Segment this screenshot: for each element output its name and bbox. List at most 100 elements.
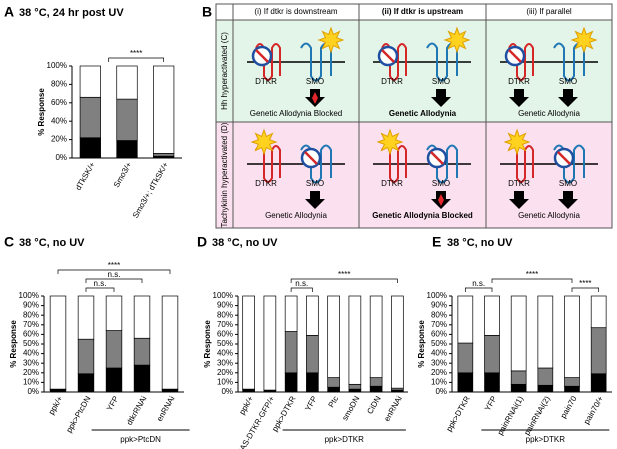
bar-segment bbox=[116, 140, 138, 159]
y-tick-label: 60% bbox=[23, 330, 39, 339]
y-tick-label: 10% bbox=[23, 378, 39, 387]
receptor-label: SMO bbox=[559, 77, 577, 86]
y-tick-label: 80% bbox=[217, 310, 233, 319]
y-tick-label: 100% bbox=[427, 291, 447, 300]
receptor-label: DTKR bbox=[381, 179, 403, 188]
bar-segment bbox=[510, 295, 527, 372]
x-tick-label: dTkSK/+ bbox=[74, 160, 97, 192]
row-bg bbox=[216, 122, 612, 228]
outcome-label: Genetic Allodynia bbox=[518, 109, 580, 118]
outcome-label: Genetic Allodynia bbox=[389, 109, 457, 118]
significance-label: n.s. bbox=[472, 279, 485, 288]
signal-arrow bbox=[558, 191, 578, 209]
activator-burst bbox=[317, 26, 345, 54]
y-axis-label: % Response bbox=[37, 88, 46, 136]
bar-segment bbox=[105, 295, 123, 331]
bar-segment bbox=[79, 96, 101, 139]
significance-label: **** bbox=[579, 279, 591, 288]
y-tick-label: 90% bbox=[217, 301, 233, 310]
panel-letter: D bbox=[197, 234, 207, 250]
dtkr-receptor bbox=[381, 43, 407, 81]
bar-segment bbox=[510, 383, 527, 393]
y-tick-label: 20% bbox=[51, 135, 67, 144]
y-tick-label: 60% bbox=[51, 98, 67, 107]
receptor-label: DTKR bbox=[508, 179, 530, 188]
significance-bracket bbox=[290, 287, 313, 292]
activator-burst bbox=[570, 26, 598, 54]
y-tick-label: 20% bbox=[217, 368, 233, 377]
bar-segment bbox=[457, 342, 474, 374]
smo-receptor bbox=[426, 144, 458, 184]
chart-title: 38 °C, no UV bbox=[212, 237, 278, 249]
y-tick-label: 40% bbox=[51, 116, 67, 125]
x-tick-label: YFP bbox=[105, 395, 121, 413]
significance-label: **** bbox=[338, 270, 350, 279]
activator-burst bbox=[503, 128, 531, 156]
receptor-label: SMO bbox=[559, 179, 577, 188]
significance-label: **** bbox=[108, 261, 120, 270]
signal-arrow bbox=[431, 89, 451, 107]
bar-segment bbox=[49, 295, 67, 390]
bar-segment bbox=[590, 373, 607, 393]
bar-segment bbox=[564, 295, 580, 378]
y-tick-label: 90% bbox=[23, 301, 39, 310]
receptor-label: DTKR bbox=[381, 77, 403, 86]
bar-segment bbox=[391, 295, 404, 389]
bar-segment bbox=[116, 65, 138, 100]
y-tick-label: 60% bbox=[217, 330, 233, 339]
bar-segment bbox=[348, 383, 362, 390]
bar-segment bbox=[116, 98, 138, 141]
panel-letter: B bbox=[202, 4, 212, 20]
y-tick-label: 80% bbox=[431, 310, 447, 319]
y-tick-label: 10% bbox=[217, 378, 233, 387]
y-tick-label: 10% bbox=[431, 378, 447, 387]
bar-segment bbox=[348, 388, 362, 393]
bar-segment bbox=[77, 338, 95, 375]
receptor-label: SMO bbox=[306, 77, 324, 86]
outcome-label: Genetic Allodynia Blocked bbox=[250, 109, 343, 118]
y-tick-label: 40% bbox=[23, 349, 39, 358]
dtkr-receptor bbox=[255, 43, 281, 81]
frame bbox=[215, 3, 613, 229]
bar-segment bbox=[284, 331, 298, 374]
bar-segment bbox=[242, 388, 255, 393]
bar-segment bbox=[564, 385, 580, 393]
activator-burst bbox=[250, 128, 278, 156]
bar-segment bbox=[306, 335, 319, 374]
y-tick-label: 70% bbox=[431, 320, 447, 329]
x-tick-label: Ptc bbox=[327, 395, 341, 410]
y-tick-label: 30% bbox=[217, 358, 233, 367]
activator-burst bbox=[376, 128, 404, 156]
bar-segment bbox=[484, 372, 500, 393]
column-header: (ii) If dtkr is upstream bbox=[382, 7, 463, 16]
bar-segment bbox=[484, 335, 500, 374]
inhibitor-bar bbox=[557, 151, 571, 165]
y-tick-label: 100% bbox=[47, 61, 67, 70]
bar-segment bbox=[105, 330, 123, 369]
x-tick-label: ppk>PtcDN bbox=[64, 394, 92, 434]
y-tick-label: 70% bbox=[23, 320, 39, 329]
x-tick-label: enRNAi bbox=[155, 394, 177, 423]
y-tick-label: 0% bbox=[55, 153, 67, 162]
signal-arrow bbox=[509, 191, 529, 209]
bar-segment bbox=[133, 295, 151, 339]
y-tick-label: 80% bbox=[23, 310, 39, 319]
column-header: (i) If dtkr is downstream bbox=[254, 7, 337, 16]
y-tick-label: 0% bbox=[27, 387, 39, 396]
bar-segment bbox=[348, 295, 362, 385]
bar-segment bbox=[284, 295, 298, 332]
significance-label: **** bbox=[130, 49, 142, 58]
significance-label: n.s. bbox=[295, 279, 308, 288]
y-tick-label: 40% bbox=[431, 349, 447, 358]
y-axis-label: % Response bbox=[417, 320, 426, 368]
bar-segment bbox=[105, 367, 123, 393]
y-tick-label: 100% bbox=[213, 291, 233, 300]
activator-burst bbox=[443, 26, 471, 54]
x-tick-label: smoDN bbox=[340, 394, 361, 422]
bar-segment bbox=[537, 295, 554, 369]
bar-segment bbox=[161, 295, 179, 390]
receptor-label: SMO bbox=[432, 77, 450, 86]
block-star bbox=[438, 194, 444, 206]
bar-segment bbox=[369, 385, 383, 393]
